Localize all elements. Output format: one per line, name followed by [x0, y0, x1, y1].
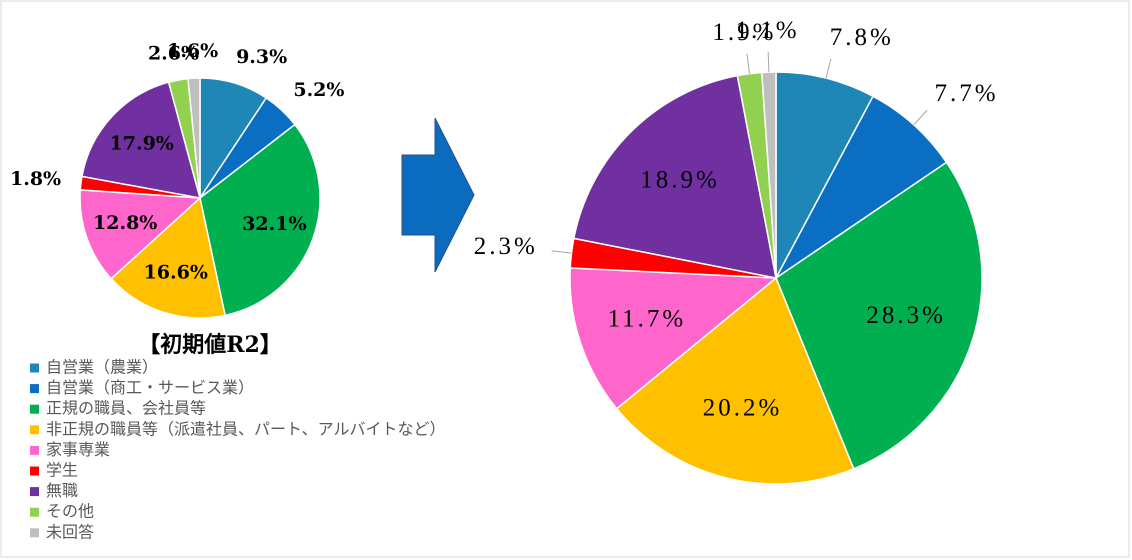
data-label: 1.1%: [735, 17, 799, 44]
legend-label: 学生: [46, 461, 78, 480]
data-label: 9.3%: [236, 46, 287, 68]
legend-label: 無職: [46, 481, 78, 500]
data-label: 12.8%: [93, 212, 157, 234]
leader-line: [746, 53, 751, 74]
legend-label: 正規の職員、会社員等: [46, 399, 206, 418]
data-label: 16.6%: [144, 261, 208, 283]
data-label: 20.2%: [703, 395, 783, 422]
legend-swatch: [30, 384, 39, 394]
data-label: 1.9%: [712, 19, 776, 46]
leader-line: [825, 58, 832, 79]
legend-swatch: [30, 507, 39, 517]
data-label: 7.8%: [830, 24, 894, 51]
legend-swatch: [30, 363, 39, 373]
data-label: 11.7%: [608, 305, 687, 332]
legend-swatch: [30, 425, 39, 435]
pie-slice: [615, 276, 855, 485]
leader-line: [551, 250, 572, 254]
data-label: 1.6%: [167, 40, 218, 62]
pie-slice: [187, 77, 201, 199]
pie-slice: [79, 189, 202, 280]
arrow: [401, 117, 475, 273]
pie-slice: [572, 74, 777, 279]
legend-label: 自営業（商工・サービス業）: [46, 378, 254, 397]
pie-slice: [569, 267, 778, 410]
legend-swatch: [30, 487, 39, 497]
legend-label: その他: [46, 502, 94, 521]
pie-title: 【初期値R2】: [138, 332, 282, 358]
legend-label: 非正規の職員等（派遣社員、パート、アルバイトなど）: [46, 419, 446, 438]
pie-slice: [775, 71, 875, 279]
legend-swatch: [30, 445, 39, 455]
data-label: 32.1%: [242, 213, 306, 235]
legend-swatch: [30, 466, 39, 476]
leader-line: [767, 52, 770, 73]
data-label: 28.3%: [866, 302, 946, 329]
data-label: 1.8%: [10, 168, 61, 190]
data-label: 5.2%: [293, 79, 344, 101]
data-label: 2.3%: [474, 233, 538, 260]
data-label: 17.9%: [110, 132, 174, 154]
data-label: 7.7%: [935, 80, 999, 107]
legend-swatch: [30, 404, 39, 414]
pie-slice: [81, 81, 202, 199]
pie-slice: [110, 196, 226, 319]
pie-slice: [775, 95, 948, 279]
legend-label: 家事専業: [46, 440, 110, 459]
data-label: 18.9%: [640, 166, 720, 193]
legend-label: 未回答: [46, 522, 94, 541]
data-label: 2.6%: [148, 42, 199, 64]
legend-label: 自営業（農業）: [46, 358, 158, 377]
pie-slice: [199, 123, 321, 317]
leader-line: [913, 109, 928, 126]
pie-slice: [775, 161, 983, 470]
legend-swatch: [30, 528, 39, 538]
